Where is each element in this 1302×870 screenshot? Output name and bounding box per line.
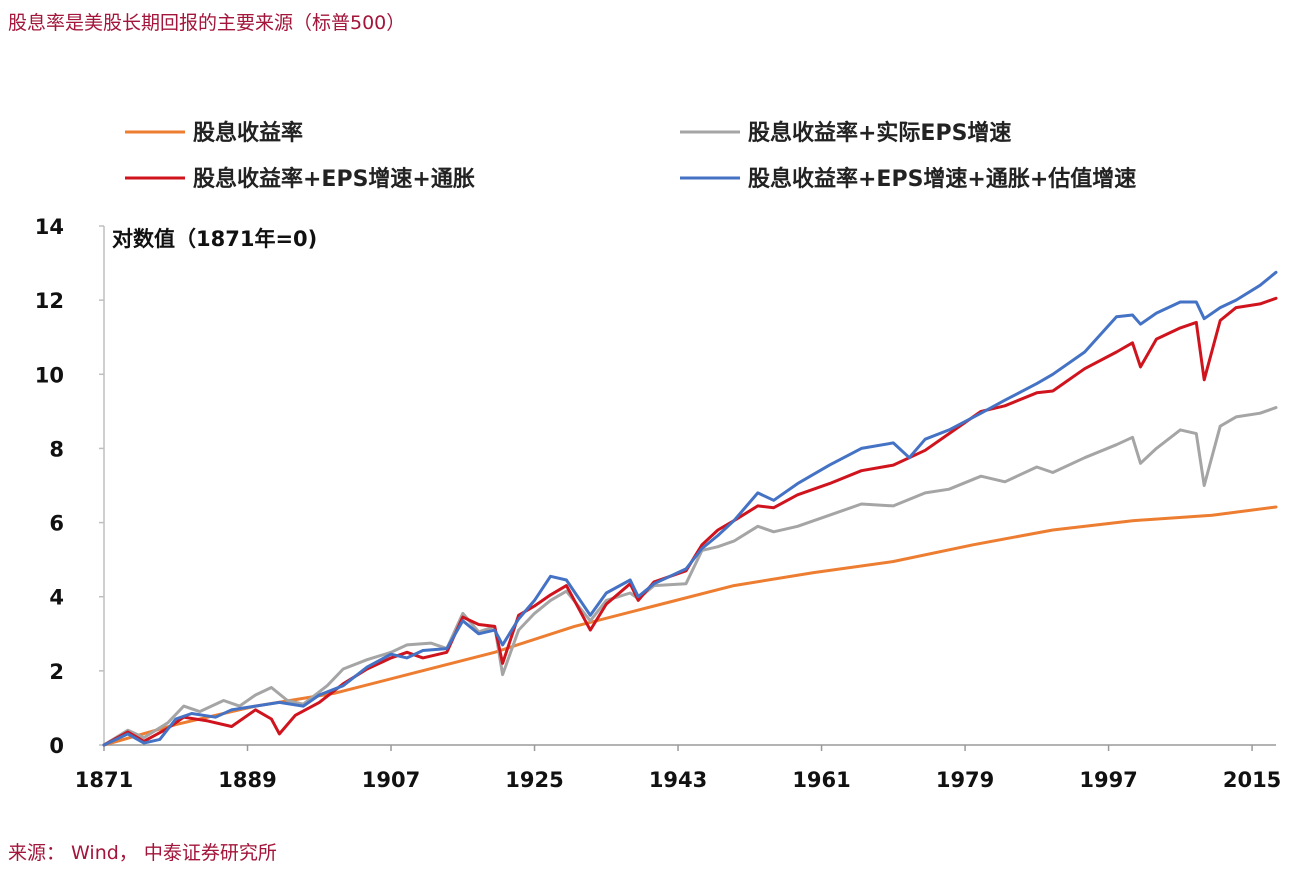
y-tick-label: 0 xyxy=(49,734,64,758)
series-line-1 xyxy=(102,505,1278,747)
page-title: 股息率是美股长期回报的主要来源（标普500） xyxy=(8,12,406,34)
legend-label-2: 股息收益率+实际EPS增速 xyxy=(748,120,1011,146)
y-tick-label: 4 xyxy=(49,586,64,610)
x-tick-label: 1997 xyxy=(1079,768,1137,792)
series-line-3 xyxy=(102,296,1278,747)
y-tick-label: 6 xyxy=(49,512,64,536)
x-tick-label: 1889 xyxy=(218,768,276,792)
y-tick-label: 10 xyxy=(35,363,64,387)
legend-label-1: 股息收益率 xyxy=(193,120,303,146)
x-tick-label: 1943 xyxy=(649,768,707,792)
legend-label-3: 股息收益率+EPS增速+通胀 xyxy=(193,166,475,192)
series-line-2 xyxy=(102,406,1278,747)
x-tick-label: 1871 xyxy=(75,768,133,792)
x-tick-label: 1907 xyxy=(362,768,420,792)
y-tick-label: 8 xyxy=(49,437,64,461)
x-tick-label: 1979 xyxy=(936,768,994,792)
x-tick-label: 1925 xyxy=(505,768,563,792)
y-axis-label: 对数值（1871年=0) xyxy=(112,227,317,251)
source-note: 来源： Wind， 中泰证券研究所 xyxy=(8,842,277,864)
y-tick-label: 14 xyxy=(35,215,64,239)
x-tick-label: 2015 xyxy=(1223,768,1281,792)
legend-label-4: 股息收益率+EPS增速+通胀+估值增速 xyxy=(748,166,1136,192)
series-lines xyxy=(102,270,1278,747)
y-tick-label: 2 xyxy=(49,660,64,684)
x-tick-label: 1961 xyxy=(792,768,850,792)
axes: 0 2 4 6 8 10 12 14 1871 1889 1907 1925 1943 1961 1979 1… xyxy=(35,215,1282,792)
y-tick-label: 12 xyxy=(35,289,64,313)
series-line-4 xyxy=(102,270,1278,747)
